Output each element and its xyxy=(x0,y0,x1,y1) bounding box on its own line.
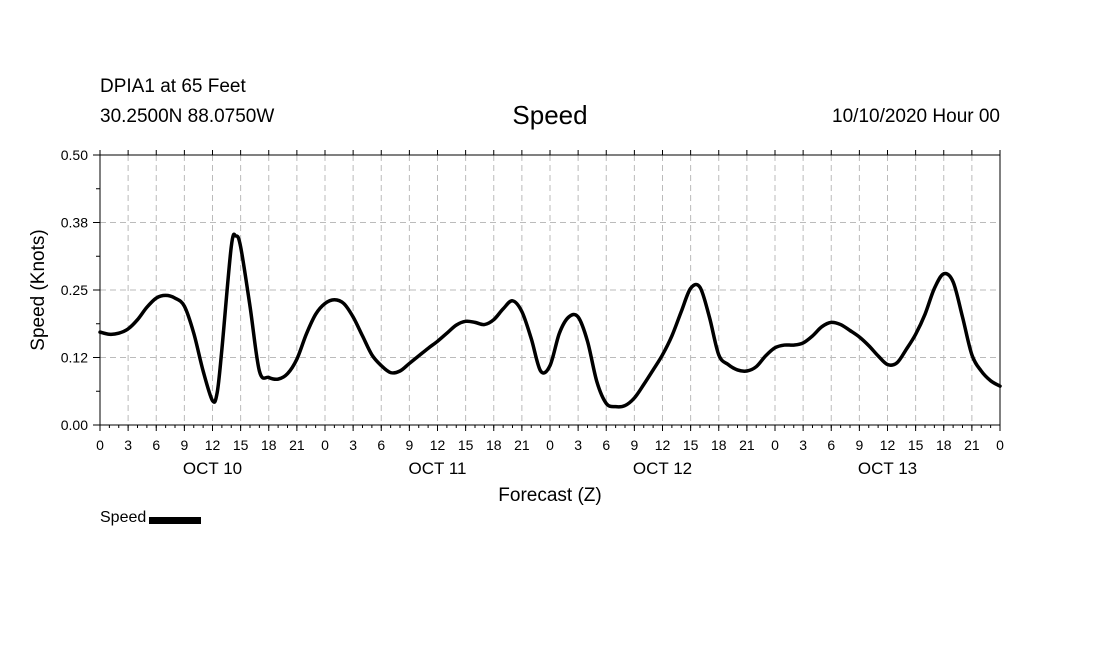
y-tick-label: 0.38 xyxy=(61,215,88,231)
x-tick-label: 21 xyxy=(964,437,980,453)
x-tick-label: 12 xyxy=(880,437,896,453)
y-tick-label: 0.12 xyxy=(61,350,88,366)
x-tick-label: 0 xyxy=(321,437,329,453)
x-tick-label: 21 xyxy=(514,437,530,453)
x-tick-label: 18 xyxy=(486,437,502,453)
x-tick-label: 0 xyxy=(96,437,104,453)
x-tick-label: 15 xyxy=(683,437,699,453)
y-tick-label: 0.25 xyxy=(61,282,88,298)
y-axis-title: Speed (Knots) xyxy=(28,229,49,350)
legend: Speed xyxy=(100,509,202,527)
x-tick-label: 6 xyxy=(377,437,385,453)
station-title: DPIA1 at 65 Feet xyxy=(100,76,246,97)
x-tick-label: 0 xyxy=(546,437,554,453)
grid-lines xyxy=(100,155,1000,425)
x-tick-label: 6 xyxy=(152,437,160,453)
x-tick-label: 3 xyxy=(349,437,357,453)
x-tick-label: 9 xyxy=(405,437,413,453)
x-tick-label: 0 xyxy=(996,437,1004,453)
x-tick-label: 3 xyxy=(124,437,132,453)
x-tick-label: 12 xyxy=(430,437,446,453)
x-tick-label: 15 xyxy=(908,437,924,453)
forecast-timestamp: 10/10/2020 Hour 00 xyxy=(832,106,1000,127)
x-tick-label: 21 xyxy=(739,437,755,453)
day-labels: OCT 10 OCT 11 OCT 12 OCT 13 xyxy=(183,459,917,478)
x-axis-tick-labels: 0 3 6 9 12 15 18 21 0 3 6 9 12 15 18 21 0 3 6 9 12 15 18 21 0 3 6 9… xyxy=(96,437,1004,453)
x-tick-label: 3 xyxy=(574,437,582,453)
x-tick-label: 12 xyxy=(655,437,671,453)
x-tick-label: 12 xyxy=(205,437,221,453)
day-label: OCT 13 xyxy=(858,459,917,478)
x-tick-label: 18 xyxy=(711,437,727,453)
station-coordinates: 30.2500N 88.0750W xyxy=(100,106,275,127)
day-label: OCT 11 xyxy=(409,459,467,478)
x-tick-label: 6 xyxy=(827,437,835,453)
x-tick-label: 9 xyxy=(855,437,863,453)
x-tick-label: 21 xyxy=(289,437,305,453)
legend-label: Speed xyxy=(100,509,147,526)
axis-ticks xyxy=(93,150,1001,431)
x-tick-label: 3 xyxy=(799,437,807,453)
x-tick-label: 9 xyxy=(630,437,638,453)
y-axis-tick-labels: 0.00 0.12 0.25 0.38 0.50 xyxy=(61,147,88,433)
y-tick-label: 0.50 xyxy=(61,147,88,163)
day-label: OCT 10 xyxy=(183,459,242,478)
y-tick-label: 0.00 xyxy=(61,417,88,433)
x-tick-label: 0 xyxy=(771,437,779,453)
x-tick-label: 18 xyxy=(936,437,952,453)
x-tick-label: 18 xyxy=(261,437,277,453)
day-label: OCT 12 xyxy=(633,459,692,478)
x-tick-label: 15 xyxy=(233,437,249,453)
legend-swatch xyxy=(149,516,202,524)
chart-title: Speed xyxy=(512,100,588,130)
x-axis-title: Forecast (Z) xyxy=(498,485,601,506)
x-tick-label: 15 xyxy=(458,437,474,453)
x-tick-label: 9 xyxy=(180,437,188,453)
x-tick-label: 6 xyxy=(602,437,610,453)
speed-series-line xyxy=(98,232,1002,409)
